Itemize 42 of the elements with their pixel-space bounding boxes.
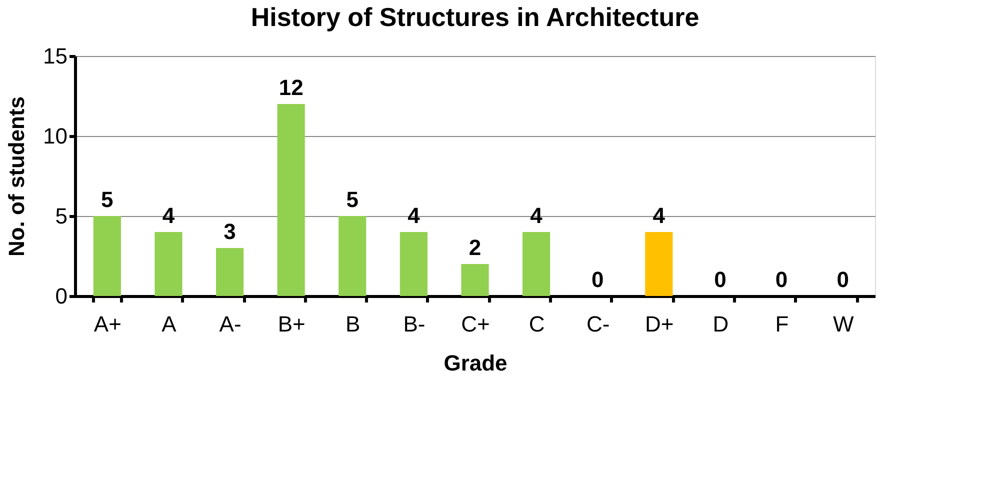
data-label: 3	[224, 219, 236, 244]
x-tick-label: C+	[461, 312, 490, 336]
x-tick-label: D+	[645, 312, 674, 336]
x-tick-label: B-	[403, 312, 426, 336]
data-label: 0	[775, 267, 788, 292]
x-tick-label: F	[775, 312, 789, 336]
data-label: 12	[278, 75, 304, 100]
bar	[400, 232, 428, 296]
x-axis-title: Grade	[444, 350, 508, 376]
y-tick-label: 5	[55, 204, 68, 228]
x-tick-label: A+	[94, 312, 122, 336]
y-tick-label: 15	[43, 44, 68, 68]
data-label: 4	[530, 203, 544, 228]
bar	[645, 232, 673, 296]
data-label: 4	[652, 203, 666, 228]
bar	[277, 104, 305, 296]
x-tick-label: C	[528, 312, 545, 336]
data-label: 2	[468, 235, 482, 260]
data-label: 0	[714, 267, 726, 292]
bar	[338, 216, 366, 296]
bar	[93, 216, 121, 296]
x-tick-label: A	[162, 312, 177, 336]
y-tick-label: 10	[43, 124, 68, 148]
data-label: 4	[408, 203, 421, 228]
data-label: 0	[836, 267, 849, 292]
bar	[522, 232, 550, 296]
data-label: 5	[101, 187, 114, 212]
y-tick-label: 0	[55, 284, 68, 308]
x-tick-label: A-	[219, 312, 242, 336]
data-label: 0	[591, 267, 604, 292]
x-tick-label: B	[346, 312, 360, 336]
bar	[216, 248, 244, 296]
x-tick-label: D	[712, 312, 729, 336]
x-tick-label: W	[832, 312, 854, 336]
x-tick-label: B+	[278, 312, 306, 336]
x-tick-label: C-	[586, 312, 610, 336]
chart-title: History of Structures in Architecture	[250, 2, 700, 32]
bar	[461, 264, 489, 296]
data-label: 5	[346, 187, 359, 212]
y-axis-title: No. of students	[4, 96, 30, 257]
bar	[154, 232, 182, 296]
data-label: 4	[162, 203, 176, 228]
